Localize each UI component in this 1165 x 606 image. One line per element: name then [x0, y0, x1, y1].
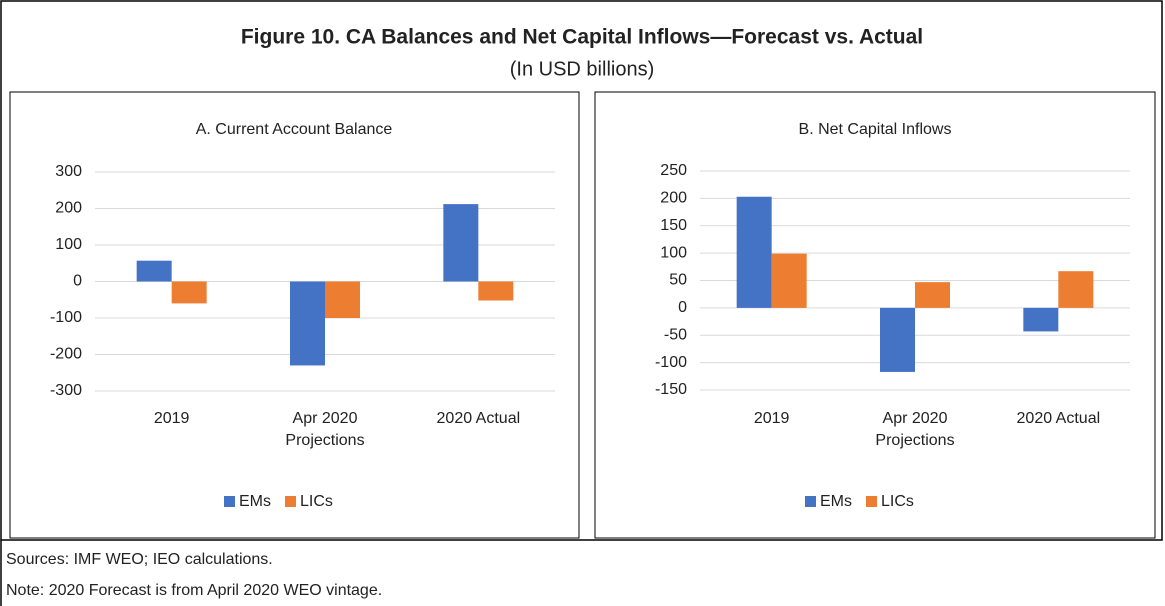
bar: [478, 281, 514, 301]
x-tick-label: Apr 2020 Projections: [285, 410, 365, 449]
x-tick-wrap: Apr 2020 Projections: [285, 410, 365, 449]
bar: [915, 282, 950, 308]
panel-frame: [594, 91, 1156, 539]
bar: [1058, 271, 1094, 308]
bar: [136, 260, 172, 282]
bar: [1023, 307, 1059, 332]
bar: [736, 196, 772, 308]
legend-label: LICs: [300, 493, 333, 510]
x-tick-label: 2020 Actual: [436, 410, 521, 427]
x-tick-label: Apr 2020 Projections: [875, 410, 955, 449]
y-tick-label: -300: [50, 382, 82, 399]
y-tick-label: 300: [55, 163, 82, 180]
y-tick-label: -150: [655, 381, 687, 398]
legend-label: EMs: [239, 493, 271, 510]
y-tick-label: 0: [73, 273, 82, 290]
figure-title: Figure 10. CA Balances and Net Capital I…: [241, 26, 923, 49]
legend-label: EMs: [820, 493, 852, 510]
x-tick-wrap: 2019: [153, 410, 190, 427]
y-tick-label: 200: [660, 190, 687, 207]
y-tick-label: -100: [50, 309, 82, 326]
y-tick-label: 200: [55, 200, 82, 217]
x-tick-wrap: Apr 2020 Projections: [875, 410, 955, 449]
bar: [443, 204, 479, 282]
legend-swatch: [224, 496, 235, 507]
chart-title: B. Net Capital Inflows: [799, 121, 952, 138]
panel-frame: [9, 91, 580, 539]
legend-swatch: [866, 496, 877, 507]
x-tick-wrap: 2020 Actual: [436, 410, 521, 427]
y-tick-label: 0: [678, 299, 687, 316]
y-tick-label: 50: [669, 272, 687, 289]
figure-subtitle: (In USD billions): [510, 58, 654, 80]
bar: [290, 281, 325, 366]
bar: [325, 281, 360, 318]
note: Note: 2020 Forecast is from April 2020 W…: [6, 582, 382, 599]
bar: [171, 281, 207, 304]
y-tick-label: 100: [660, 244, 687, 261]
y-tick-label: -50: [664, 326, 687, 343]
x-tick-label: 2020 Actual: [1016, 410, 1101, 427]
x-tick-wrap: 2020 Actual: [1016, 410, 1101, 427]
chart-title: A. Current Account Balance: [196, 121, 393, 138]
legend-swatch: [805, 496, 816, 507]
y-tick-label: 100: [55, 236, 82, 253]
x-tick-label: 2019: [753, 410, 790, 427]
y-tick-label: -200: [50, 346, 82, 363]
y-tick-label: 250: [660, 162, 687, 179]
x-tick-wrap: 2019: [753, 410, 790, 427]
y-tick-label: -100: [655, 354, 687, 371]
sources: Sources: IMF WEO; IEO calculations.: [6, 551, 273, 568]
bar: [880, 307, 915, 372]
x-tick-label: 2019: [153, 410, 190, 427]
bar: [771, 253, 807, 308]
figure-frame: [0, 0, 1163, 541]
legend-swatch: [285, 496, 296, 507]
y-tick-label: 150: [660, 217, 687, 234]
legend-label: LICs: [881, 493, 914, 510]
